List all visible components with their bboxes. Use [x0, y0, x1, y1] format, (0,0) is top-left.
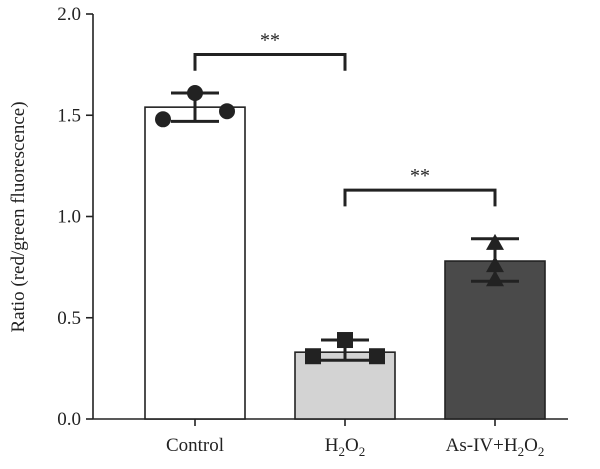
data-point — [486, 256, 504, 273]
data-point — [155, 111, 171, 128]
bar-control — [144, 106, 246, 420]
bars — [144, 106, 546, 420]
data-points — [155, 84, 504, 365]
label-part: As-IV+H — [446, 435, 518, 456]
data-point — [486, 233, 504, 250]
y-tick-label: 2.0 — [57, 4, 81, 25]
subscript: 2 — [339, 444, 346, 459]
significance-label: ** — [260, 30, 280, 52]
data-point — [486, 270, 504, 287]
x-category-label-h2o2: H2O2 — [325, 435, 365, 459]
data-point — [337, 332, 353, 349]
data-point — [369, 348, 385, 365]
subscript: 2 — [518, 444, 525, 459]
y-tick-label: 0.5 — [57, 308, 81, 329]
significance-bracket — [343, 188, 497, 207]
data-point — [187, 84, 203, 101]
subscript: 2 — [359, 444, 366, 459]
label-part: O — [524, 435, 538, 456]
subscript: 2 — [538, 444, 545, 459]
y-axis-title: Ratio (red/green fluorescence) — [8, 101, 29, 332]
label-part: O — [345, 435, 359, 456]
label-part: Control — [166, 435, 224, 456]
x-category-label-asiv-h2o2: As-IV+H2O2 — [446, 435, 545, 459]
significance-brackets: ** ** — [193, 30, 497, 207]
label-part: H — [325, 435, 339, 456]
category-labels: Control H2O2 As-IV+H2O2 — [166, 435, 544, 459]
data-point — [219, 103, 235, 120]
y-tick-label: 1.0 — [57, 207, 81, 228]
bar-asiv-h2o2 — [444, 260, 546, 420]
significance-label: ** — [410, 165, 430, 187]
significance-bracket — [193, 53, 347, 71]
data-point — [305, 348, 321, 365]
y-tick-label: 1.5 — [57, 105, 81, 126]
y-tick-label: 0.0 — [57, 409, 81, 430]
x-category-label-control: Control — [166, 435, 224, 456]
